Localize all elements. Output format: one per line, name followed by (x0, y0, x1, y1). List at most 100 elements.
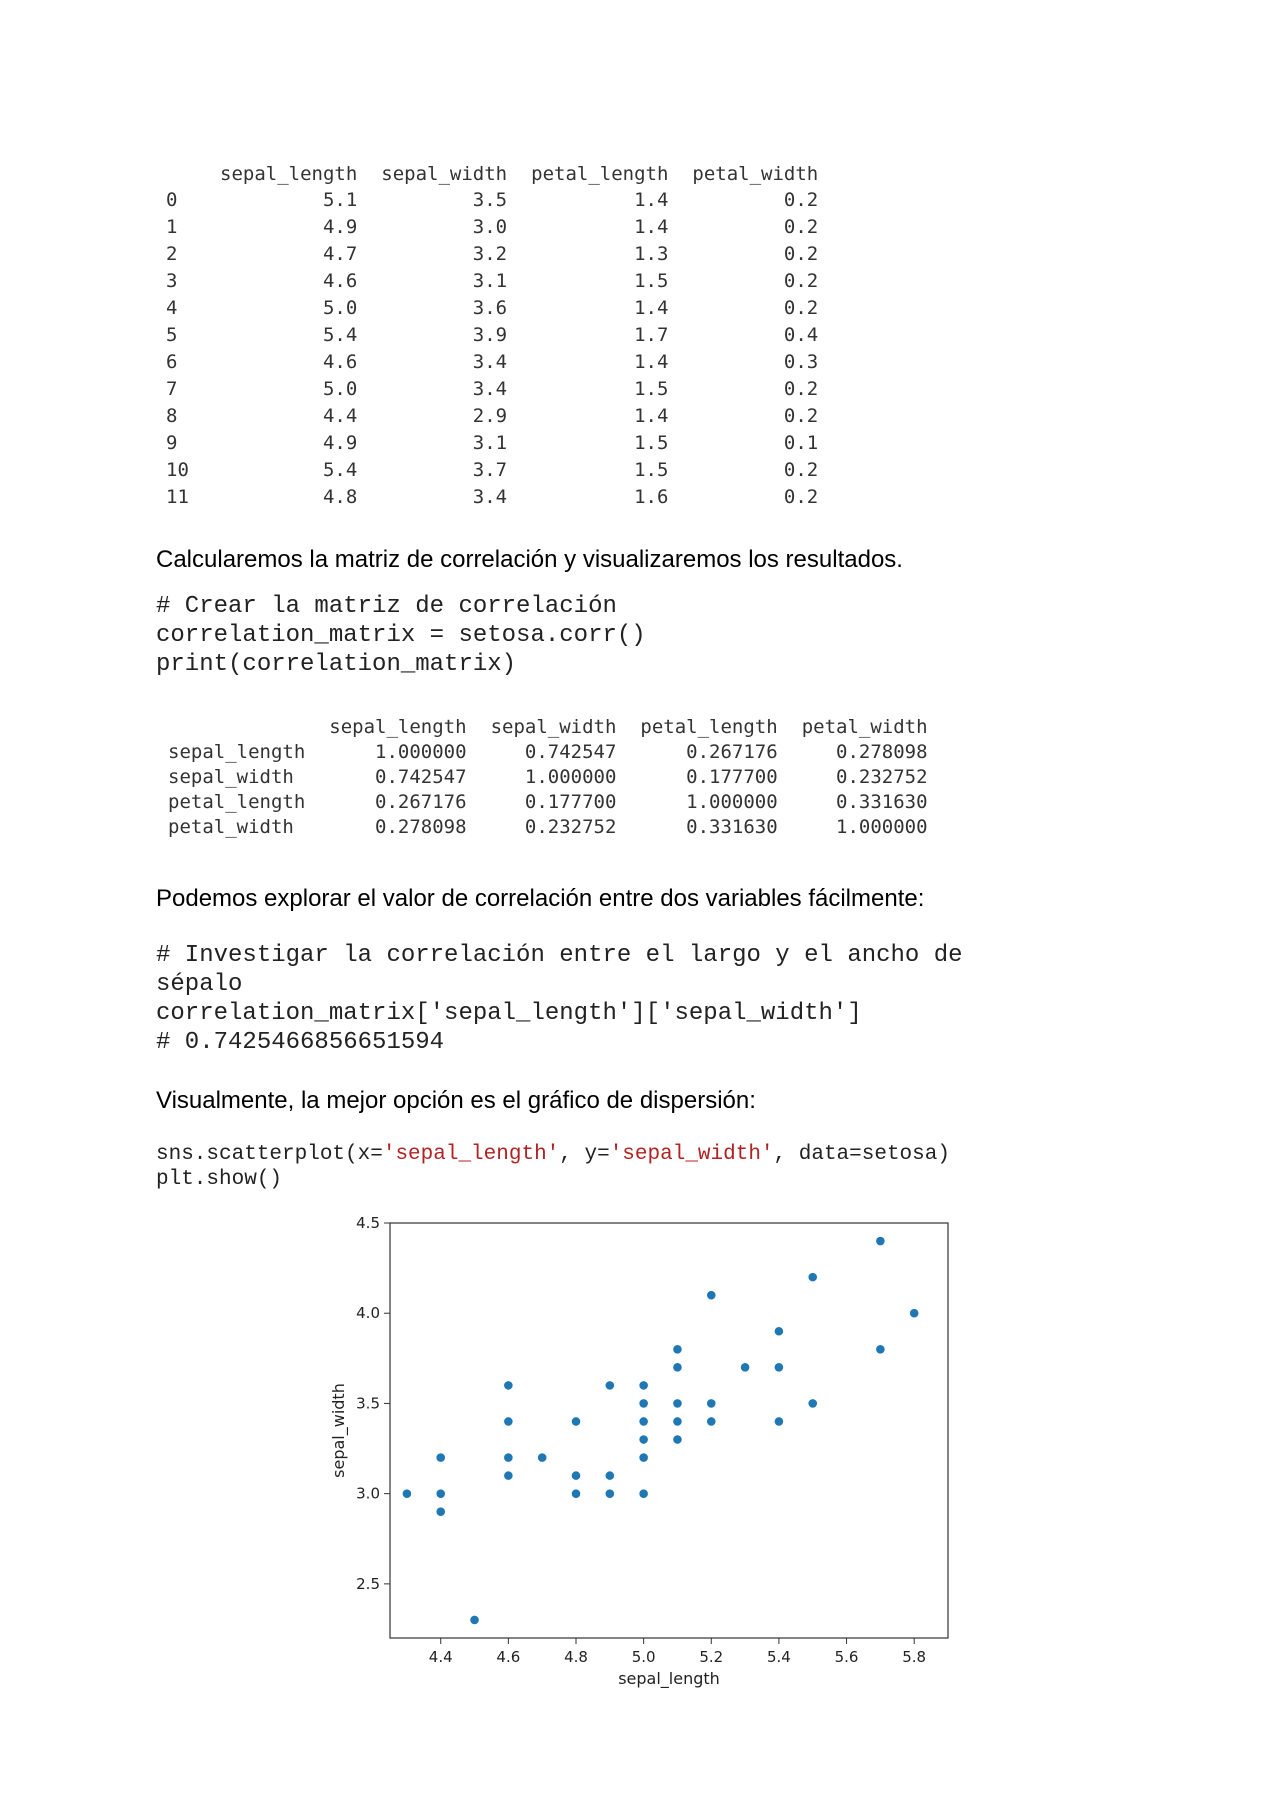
code-block-scatterplot: sns.scatterplot(x='sepal_length', y='sep… (156, 1142, 950, 1192)
table-cell: 1.000000 (686, 791, 778, 813)
y-axis-label: sepal_width (329, 1383, 349, 1478)
plot-frame (389, 1222, 949, 1639)
table-cell: 0.331630 (836, 791, 928, 813)
table-cell: 3.9 (472, 324, 508, 346)
table-cell: 4.8 (322, 486, 358, 508)
table-row: sepal_length 1.000000 0.742547 0.267176 0.27… (168, 740, 928, 765)
column-header: sepal_width (490, 716, 617, 738)
table-cell: 4.6 (322, 270, 358, 292)
x-tick-label: 5.2 (699, 1648, 723, 1666)
index-header (166, 161, 196, 187)
x-tick-label: 5.0 (632, 1648, 656, 1666)
y-tick-label: 4.5 (356, 1214, 380, 1232)
code-line: # Crear la matriz de correlación (156, 593, 617, 620)
table-cell: 0.2 (783, 216, 819, 238)
data-point (503, 1380, 514, 1391)
row-index: 10 (166, 459, 189, 481)
table-cell: 0.1 (783, 432, 819, 454)
table-cell: 5.1 (322, 189, 358, 211)
data-point (638, 1434, 649, 1445)
row-index: sepal_width (168, 766, 294, 788)
data-point (402, 1488, 412, 1499)
table-row: 9 4.9 3.1 1.5 0.1 (166, 430, 818, 457)
table-cell: 0.2 (783, 486, 819, 508)
data-point (571, 1488, 581, 1499)
table-cell: 3.7 (472, 459, 508, 481)
data-point (503, 1452, 514, 1463)
row-index: 3 (166, 270, 178, 292)
table-cell: 3.1 (472, 270, 508, 292)
data-point (774, 1326, 784, 1337)
row-index: 9 (166, 432, 178, 454)
table-cell: 3.2 (472, 243, 508, 265)
table-cell: 0.278098 (836, 741, 928, 763)
paragraph-explore: Podemos explorar el valor de correlación… (156, 885, 925, 912)
table-cell: 0.278098 (375, 816, 467, 838)
code-string: 'sepal_length' (382, 1143, 560, 1166)
table-row: sepal_width 0.742547 1.000000 0.177700 0.232… (168, 765, 928, 790)
table-cell: 0.742547 (524, 741, 617, 763)
table-cell: 0.177700 (524, 791, 617, 813)
table-header-row: sepal_length sepal_width petal_length petal… (166, 161, 818, 187)
data-point (638, 1380, 649, 1391)
paragraph-correlation-intro: Calcularemos la matriz de correlación y … (156, 546, 903, 573)
table-cell: 0.267176 (375, 791, 467, 813)
column-header: sepal_length (220, 163, 358, 185)
table-row: 5 5.4 3.9 1.7 0.4 (166, 322, 818, 349)
code-line: print(correlation_matrix) (156, 651, 517, 678)
correlation-matrix-table: sepal_length sepal_width petal_length petal… (168, 715, 928, 840)
paragraph-visual: Visualmente, la mejor opción es el gráfi… (156, 1087, 756, 1114)
table-cell: 3.4 (472, 486, 508, 508)
data-point (672, 1398, 683, 1409)
table-cell: 1.4 (634, 405, 669, 427)
table-cell: 4.9 (322, 216, 358, 238)
column-header: petal_width (692, 163, 819, 185)
table-cell: 3.6 (472, 297, 508, 319)
table-cell: 4.6 (322, 351, 358, 373)
data-point (571, 1416, 581, 1427)
column-header: petal_length (640, 716, 778, 738)
table-cell: 1.3 (634, 243, 669, 265)
row-index: 5 (166, 324, 178, 346)
table-row: 1 4.9 3.0 1.4 0.2 (166, 214, 818, 241)
row-index: 11 (166, 486, 189, 508)
table-cell: 0.177700 (686, 766, 778, 788)
x-axis-label: sepal_length (618, 1669, 720, 1689)
data-point (435, 1506, 446, 1517)
data-point (638, 1488, 649, 1499)
row-index: 7 (166, 378, 178, 400)
table-cell: 0.267176 (686, 741, 778, 763)
column-header: sepal_length (329, 716, 467, 738)
table-cell: 1.4 (634, 297, 669, 319)
row-index: 8 (166, 405, 178, 427)
table-cell: 0.2 (783, 378, 819, 400)
table-cell: 1.000000 (375, 741, 467, 763)
row-index: petal_width (168, 816, 294, 838)
data-point (875, 1344, 886, 1355)
table-cell: 1.5 (634, 459, 669, 481)
data-point (807, 1272, 818, 1283)
row-index: petal_length (168, 791, 306, 813)
table-cell: 1.5 (634, 270, 669, 292)
x-tick-label: 4.4 (429, 1648, 453, 1666)
table-cell: 5.0 (322, 378, 358, 400)
table-cell: 3.5 (472, 189, 508, 211)
table-row: 3 4.6 3.1 1.5 0.2 (166, 268, 818, 295)
data-point (604, 1488, 615, 1499)
data-point (638, 1416, 649, 1427)
data-point (875, 1236, 886, 1246)
data-point (638, 1452, 649, 1463)
code-token: , data=setosa) (773, 1143, 950, 1166)
x-tick-label: 4.6 (496, 1648, 520, 1666)
table-cell: 0.2 (783, 459, 819, 481)
table-cell: 2.9 (472, 405, 508, 427)
x-tick-label: 5.6 (835, 1648, 859, 1666)
data-point (604, 1380, 615, 1391)
data-point (469, 1615, 480, 1625)
table-row: petal_width 0.278098 0.232752 0.331630 1.000… (168, 815, 928, 840)
scatter-chart: 4.4 4.6 4.8 5.0 5.2 5.4 5.6 5.8 2.5 3.0 3.5 4.0 4.5 s… (329, 1214, 949, 1689)
code-line: # 0.7425466856651594 (156, 1029, 445, 1056)
code-line: # Investigar la correlación entre el lar… (156, 942, 963, 969)
code-line: correlation_matrix = setosa.corr() (156, 622, 646, 649)
row-index: 1 (166, 216, 178, 238)
